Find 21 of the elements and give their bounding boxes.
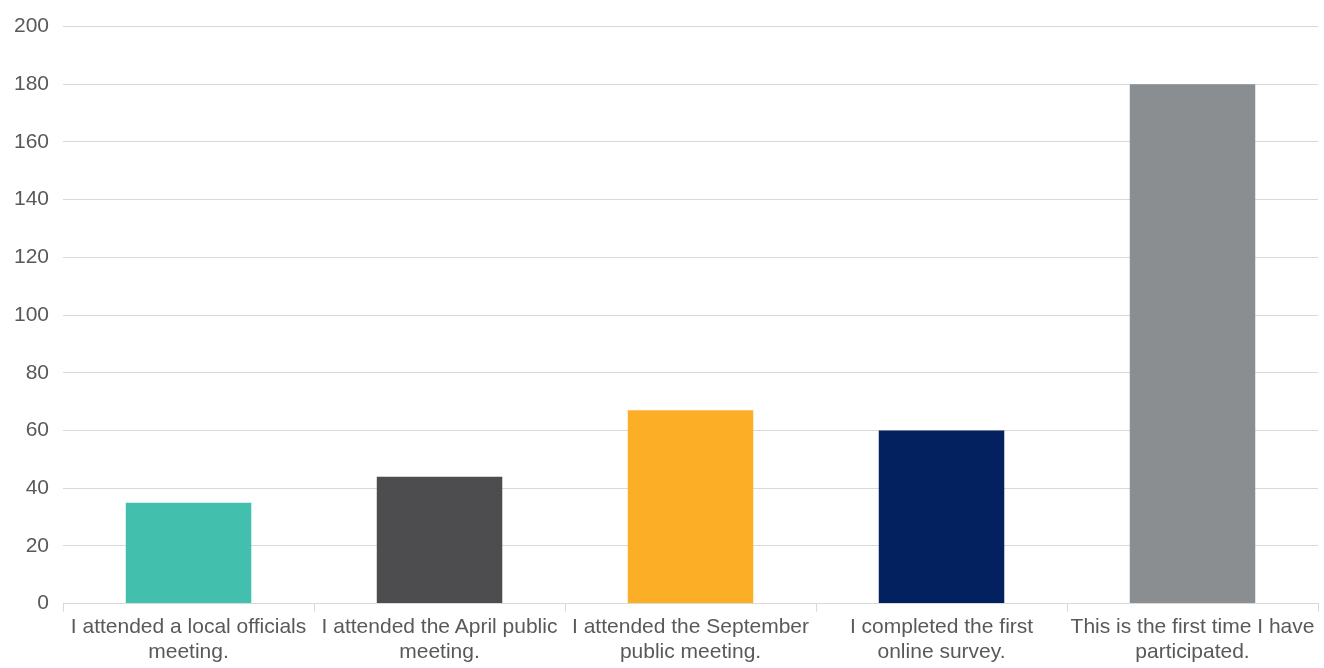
bar [1129, 84, 1256, 604]
bar [627, 410, 754, 604]
bar [376, 476, 503, 604]
y-tick-label: 120 [13, 244, 50, 268]
y-tick-label: 40 [25, 475, 50, 498]
bar [878, 430, 1005, 604]
x-tick-label: This is the first time I have participated. [1070, 614, 1315, 663]
x-tick-label: I attended a local officials meeting. [70, 614, 307, 663]
bar [125, 502, 252, 604]
y-tick-label: 80 [25, 359, 50, 383]
y-tick-label: 200 [13, 13, 50, 37]
x-tick-label: I attended the April public meeting. [321, 614, 558, 663]
y-tick-label: 100 [13, 301, 50, 325]
y-tick-label: 160 [13, 128, 50, 152]
y-tick-label: 60 [25, 417, 50, 441]
y-tick-label: 140 [13, 186, 50, 210]
x-tick-label: I completed the first online survey. [849, 614, 1034, 663]
y-tick-label: 180 [13, 71, 50, 95]
y-tick-label: 0 [37, 590, 50, 614]
x-tick-label: I attended the September public meeting. [572, 614, 810, 663]
y-tick-label: 20 [25, 532, 50, 556]
